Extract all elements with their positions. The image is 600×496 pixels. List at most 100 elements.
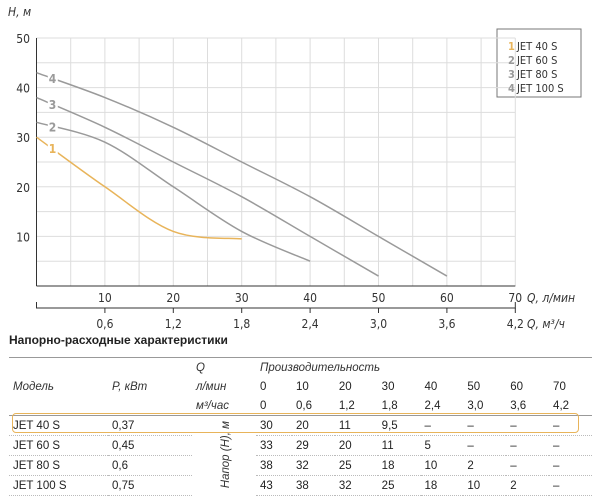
series-label-bg: [47, 97, 58, 111]
series-label-bg: [47, 141, 58, 155]
head-value: –: [420, 415, 464, 436]
y-tick-label: 30: [16, 131, 30, 145]
flow-m3h: 1,8: [377, 396, 421, 416]
x-tick-label: 40: [303, 291, 317, 305]
head-value: 2: [463, 455, 507, 476]
flow-lmin-50: 50: [467, 380, 481, 393]
table-row: JET 80 S 0,6 38 32 25 18 10 2– –: [9, 455, 592, 476]
x-tick-label: 20: [166, 291, 180, 305]
head-value: 33: [256, 435, 292, 456]
x2-tick-label: 3,6: [438, 317, 455, 331]
flow-m3h: 3,0: [463, 396, 507, 416]
flow-lmin-70: 70: [553, 380, 566, 393]
head-value: –: [549, 455, 592, 476]
model-name: JET 60 S: [9, 435, 108, 456]
head-value: 25: [334, 455, 378, 476]
table-row: JET 60 S 0,45 33 29 20 11 5– – –: [9, 435, 592, 456]
head-value: –: [549, 435, 592, 456]
head-label-cell: Напор (H), м: [192, 416, 256, 496]
x-tick-label: 70: [508, 291, 522, 305]
series-line-2: [36, 121, 311, 262]
x2-tick-label: 0,6: [96, 317, 113, 331]
x2-axis: [36, 302, 516, 309]
header-power: P, кВт: [108, 357, 192, 416]
header-performance: Производительность: [256, 357, 592, 377]
head-value: –: [549, 415, 592, 436]
head-value: 10: [420, 455, 464, 476]
table-title: Напорно-расходные характеристики: [9, 333, 228, 347]
x2-tick-label: 2,4: [302, 317, 319, 331]
flow-m3h: 3,6: [506, 396, 550, 416]
legend-number: 2: [508, 54, 515, 67]
x-tick-label: 50: [372, 291, 386, 305]
x2-tick-label: 4,2: [507, 317, 524, 331]
series-label-4: 4: [49, 72, 57, 86]
series-line-3: [36, 96, 379, 277]
head-value: 11: [334, 415, 378, 436]
y-tick-label: 40: [16, 82, 30, 96]
series-line-1: [36, 136, 242, 240]
series-line-4: [36, 72, 448, 277]
flow-lmin-40: 40: [424, 380, 438, 393]
model-name: JET 40 S: [9, 415, 108, 436]
power-value: 0,45: [108, 435, 192, 456]
legend-number: 3: [508, 68, 515, 81]
unit-m3h: м³/час: [192, 396, 256, 416]
head-value: 18: [420, 475, 464, 496]
head-value: –: [506, 415, 550, 436]
x2-tick-label: 1,2: [165, 317, 182, 331]
legend-entry: JET 80 S: [516, 68, 557, 81]
flow-lmin-0: 0: [260, 380, 267, 393]
flow-m3h: 0: [256, 396, 292, 416]
head-value: 20: [291, 415, 335, 436]
y-tick-label: 50: [16, 32, 30, 46]
series-label-bg: [47, 119, 58, 133]
head-value: 11: [377, 435, 421, 456]
table-row: JET 40 S 0,37 Напор (H), м 30 20 11 9,5– – – –: [9, 415, 592, 488]
head-value: 18: [377, 455, 421, 476]
head-value: 30: [256, 415, 292, 436]
head-value: 32: [291, 455, 335, 476]
performance-table: Модель P, кВт Q Производительность л/мин…: [9, 357, 592, 496]
x-axis-label: Q, л/мин: [527, 291, 575, 305]
model-name: JET 80 S: [9, 455, 108, 476]
series-label-3: 3: [49, 98, 57, 112]
head-value: –: [463, 435, 507, 456]
head-value: –: [506, 435, 550, 456]
head-label: Напор (H), м: [220, 420, 232, 488]
header-model: Модель: [9, 357, 108, 416]
head-value: –: [506, 455, 550, 476]
flow-lmin-10: 10: [295, 380, 309, 393]
flow-m3h: 1,2: [334, 396, 378, 416]
flow-m3h: 4,2: [549, 396, 592, 416]
flow-m3h: 0,6: [291, 396, 335, 416]
pump-curve-chart: H, м 10 20 30 40 50 10 0,6 20 1,2 30 1,8 40 2,4 50 3,0 6…: [8, 5, 582, 331]
head-value: 20: [334, 435, 378, 456]
x2-tick-label: 1,8: [233, 317, 250, 331]
x-tick-label: 30: [235, 291, 249, 305]
y-axis-label: H, м: [8, 5, 31, 19]
legend-entry: JET 100 S: [516, 82, 564, 95]
flow-lmin-20: 20: [338, 380, 352, 393]
legend-entry: JET 60 S: [516, 54, 557, 67]
head-value: 9,5: [377, 415, 421, 436]
y-tick-label: 20: [16, 181, 30, 195]
head-value: 5: [420, 435, 464, 456]
x-tick-label: 10: [98, 291, 112, 305]
head-value: –: [463, 415, 507, 436]
power-value: 0,6: [108, 455, 192, 476]
unit-lmin: л/мин: [196, 380, 227, 393]
legend-number: 4: [508, 82, 515, 95]
header-q: Q: [192, 357, 256, 377]
power-value: 0,37: [108, 415, 192, 436]
x2-axis-label: Q, м³/ч: [527, 317, 565, 331]
y-tick-label: 10: [16, 230, 30, 244]
flow-m3h: 2,4: [420, 396, 464, 416]
flow-lmin-60: 60: [510, 380, 523, 393]
series-label-1: 1: [49, 142, 57, 156]
legend-entry: JET 40 S: [516, 40, 557, 53]
series-label-bg: [47, 71, 58, 85]
x2-tick-label: 3,0: [370, 317, 387, 331]
legend-number: 1: [508, 40, 515, 53]
head-value: 29: [291, 435, 335, 456]
